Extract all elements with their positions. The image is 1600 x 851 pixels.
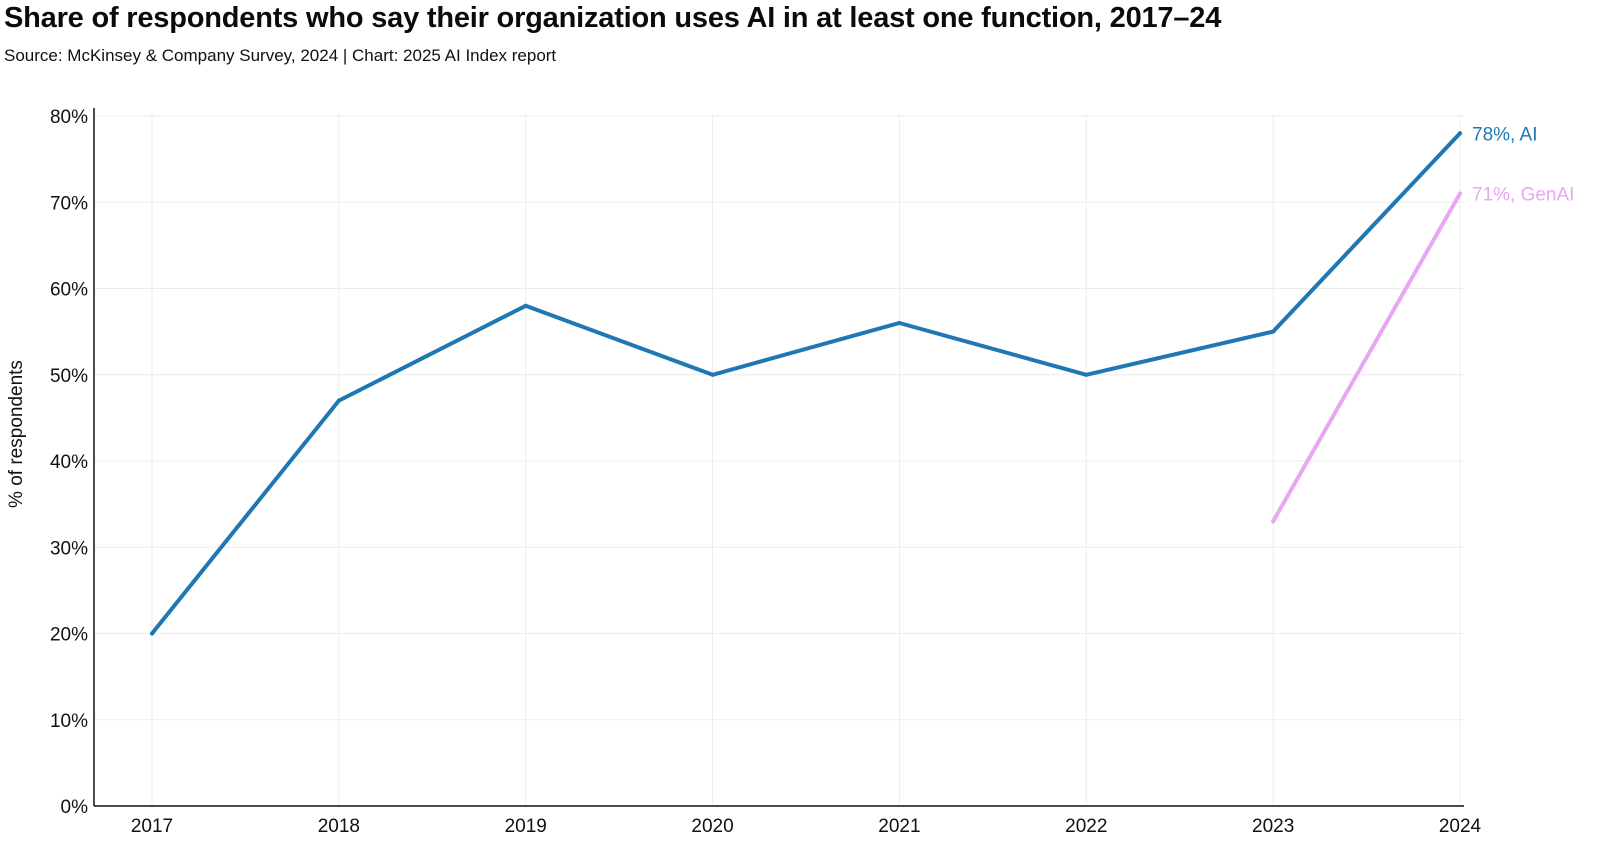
- y-tick-label: 80%: [50, 107, 88, 128]
- y-tick-label: 20%: [50, 625, 88, 646]
- end-label-genai: 71%, GenAI: [1472, 185, 1574, 206]
- series-lines: [150, 131, 1462, 636]
- y-tick-label: 0%: [61, 797, 89, 818]
- chart-subtitle: Source: McKinsey & Company Survey, 2024 …: [4, 46, 557, 65]
- x-tick-label: 2021: [878, 816, 920, 837]
- x-tick-label: 2017: [131, 816, 173, 837]
- y-tick-label: 70%: [50, 193, 88, 214]
- data-point-ai: [523, 303, 528, 308]
- data-point-ai: [336, 398, 341, 403]
- series-line-ai: [150, 131, 1462, 636]
- y-axis-title: % of respondents: [6, 360, 27, 508]
- gridlines: [94, 114, 1464, 806]
- data-point-ai: [150, 631, 154, 636]
- y-tick-label: 10%: [50, 711, 88, 732]
- x-tick-label: 2018: [318, 816, 360, 837]
- data-point-ai: [1084, 372, 1089, 377]
- y-tick-label: 40%: [50, 452, 88, 473]
- data-point-ai: [710, 372, 715, 377]
- series-line-genai: [1271, 191, 1462, 524]
- series-end-labels: 78%, AI 71%, GenAI: [1472, 124, 1574, 205]
- x-tick-label: 2024: [1439, 816, 1482, 837]
- data-point-genai: [1271, 519, 1276, 524]
- data-point-ai: [1271, 329, 1276, 334]
- end-label-ai: 78%, AI: [1472, 124, 1538, 145]
- data-point-ai: [897, 321, 902, 325]
- x-tick-label: 2022: [1065, 816, 1107, 837]
- x-tick-label: 2020: [691, 816, 733, 837]
- data-point-genai: [1458, 191, 1462, 196]
- data-point-ai: [1458, 131, 1462, 136]
- chart-title: Share of respondents who say their organ…: [4, 2, 1222, 34]
- y-tick-label: 50%: [50, 366, 88, 387]
- y-tick-label: 60%: [50, 280, 88, 301]
- y-tick-label: 30%: [50, 538, 88, 559]
- axes: 0% 10% 20% 30% 40% 50% 60% 70% 80% 2017 2018 2019 20…: [50, 107, 1482, 837]
- x-tick-label: 2023: [1252, 816, 1294, 837]
- x-tick-label: 2019: [505, 816, 547, 837]
